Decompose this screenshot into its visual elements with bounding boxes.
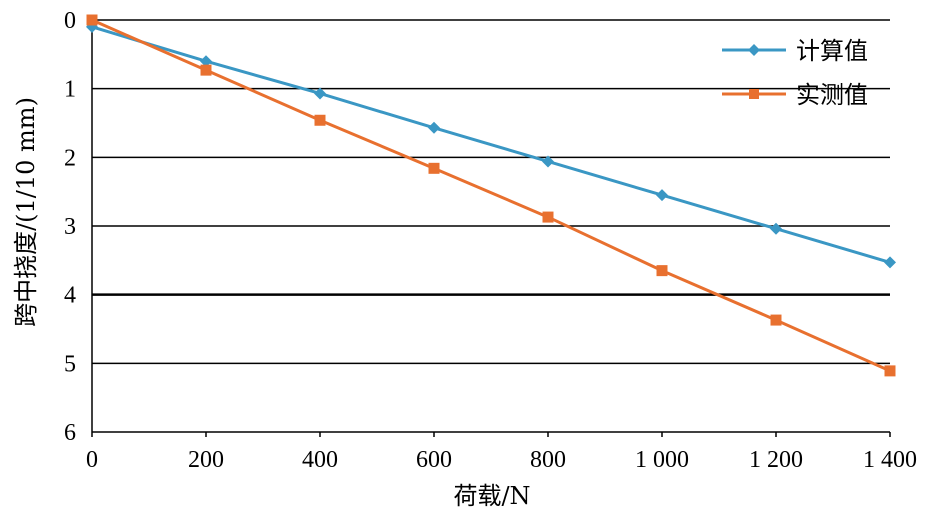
x-tick-label: 800 [530,447,566,473]
x-tick-labels: 0 200 400 600 800 1 000 1 200 1 400 [86,447,917,473]
data-point-measured [314,114,326,126]
data-point-calculated [542,155,554,168]
series-group [86,14,896,377]
x-tick-label: 1 000 [635,447,689,473]
x-tick-label: 600 [416,447,452,473]
x-axis-label: 荷载/N [453,482,530,510]
data-point-measured [200,64,212,76]
data-point-calculated [884,256,896,269]
legend-label-measured: 实测值 [796,81,868,109]
data-point-measured [542,211,554,223]
y-axis-label: 跨中挠度/(1/10 mm) [12,97,40,327]
x-tick-label: 1 400 [863,447,917,473]
legend-marker-measured [749,89,759,99]
x-tick-label: 400 [302,447,338,473]
data-point-measured [656,265,668,277]
series-line-1 [91,18,891,373]
data-point-calculated [656,189,668,202]
data-point-calculated [770,222,782,235]
data-point-calculated [314,87,326,100]
y-tick-label: 3 [64,214,76,240]
x-tick-label: 0 [86,447,98,473]
data-point-measured [86,14,98,26]
x-tick-label: 200 [188,447,224,473]
y-tick-labels: 0 1 2 3 4 5 6 [64,8,76,446]
legend: 计算值 实测值 [722,37,868,109]
data-point-measured [428,162,440,174]
data-point-calculated [428,121,440,134]
series-line-0 [91,25,891,264]
y-tick-label: 5 [64,351,76,377]
legend-label-calculated: 计算值 [796,37,868,65]
legend-marker-calculated [748,44,760,56]
data-point-measured [884,365,896,377]
y-tick-label: 2 [64,145,76,171]
y-tick-label: 1 [64,77,76,103]
y-tick-label: 6 [64,420,76,446]
x-tick-label: 1 200 [749,447,803,473]
gridlines [92,19,890,365]
y-tick-label: 0 [64,8,76,34]
data-point-calculated [200,55,212,68]
data-point-measured [770,314,782,326]
y-tick-label: 4 [64,283,76,309]
axes [91,20,891,437]
